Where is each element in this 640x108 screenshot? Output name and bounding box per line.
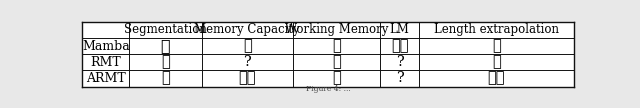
- Text: ?: ?: [396, 55, 404, 69]
- Text: ARMT: ARMT: [86, 72, 125, 85]
- Text: ?: ?: [396, 71, 404, 85]
- Text: Figure 4: ...: Figure 4: ...: [306, 85, 350, 93]
- Text: ✓✓: ✓✓: [239, 71, 256, 85]
- Text: ✓: ✓: [161, 55, 170, 69]
- Text: ✓: ✓: [161, 71, 170, 85]
- Text: Mamba: Mamba: [82, 40, 130, 52]
- Text: ?: ?: [243, 55, 251, 69]
- Text: ✓: ✓: [492, 39, 501, 53]
- Text: ✓: ✓: [332, 39, 340, 53]
- Text: ✓: ✓: [492, 55, 501, 69]
- Text: ✓✓: ✓✓: [391, 39, 408, 53]
- Text: ✗: ✗: [161, 37, 170, 55]
- Text: Length extrapolation: Length extrapolation: [434, 23, 559, 36]
- Bar: [83, 22, 573, 87]
- Text: Memory Capacity: Memory Capacity: [195, 23, 300, 36]
- Text: ✓: ✓: [332, 71, 340, 85]
- Text: Working Memory: Working Memory: [285, 23, 388, 36]
- Text: LM: LM: [390, 23, 410, 36]
- Text: ✓: ✓: [243, 39, 252, 53]
- Text: ✓✓: ✓✓: [488, 71, 505, 85]
- Text: Segmentation: Segmentation: [124, 23, 207, 36]
- Text: ✓: ✓: [332, 55, 340, 69]
- Text: RMT: RMT: [90, 56, 121, 69]
